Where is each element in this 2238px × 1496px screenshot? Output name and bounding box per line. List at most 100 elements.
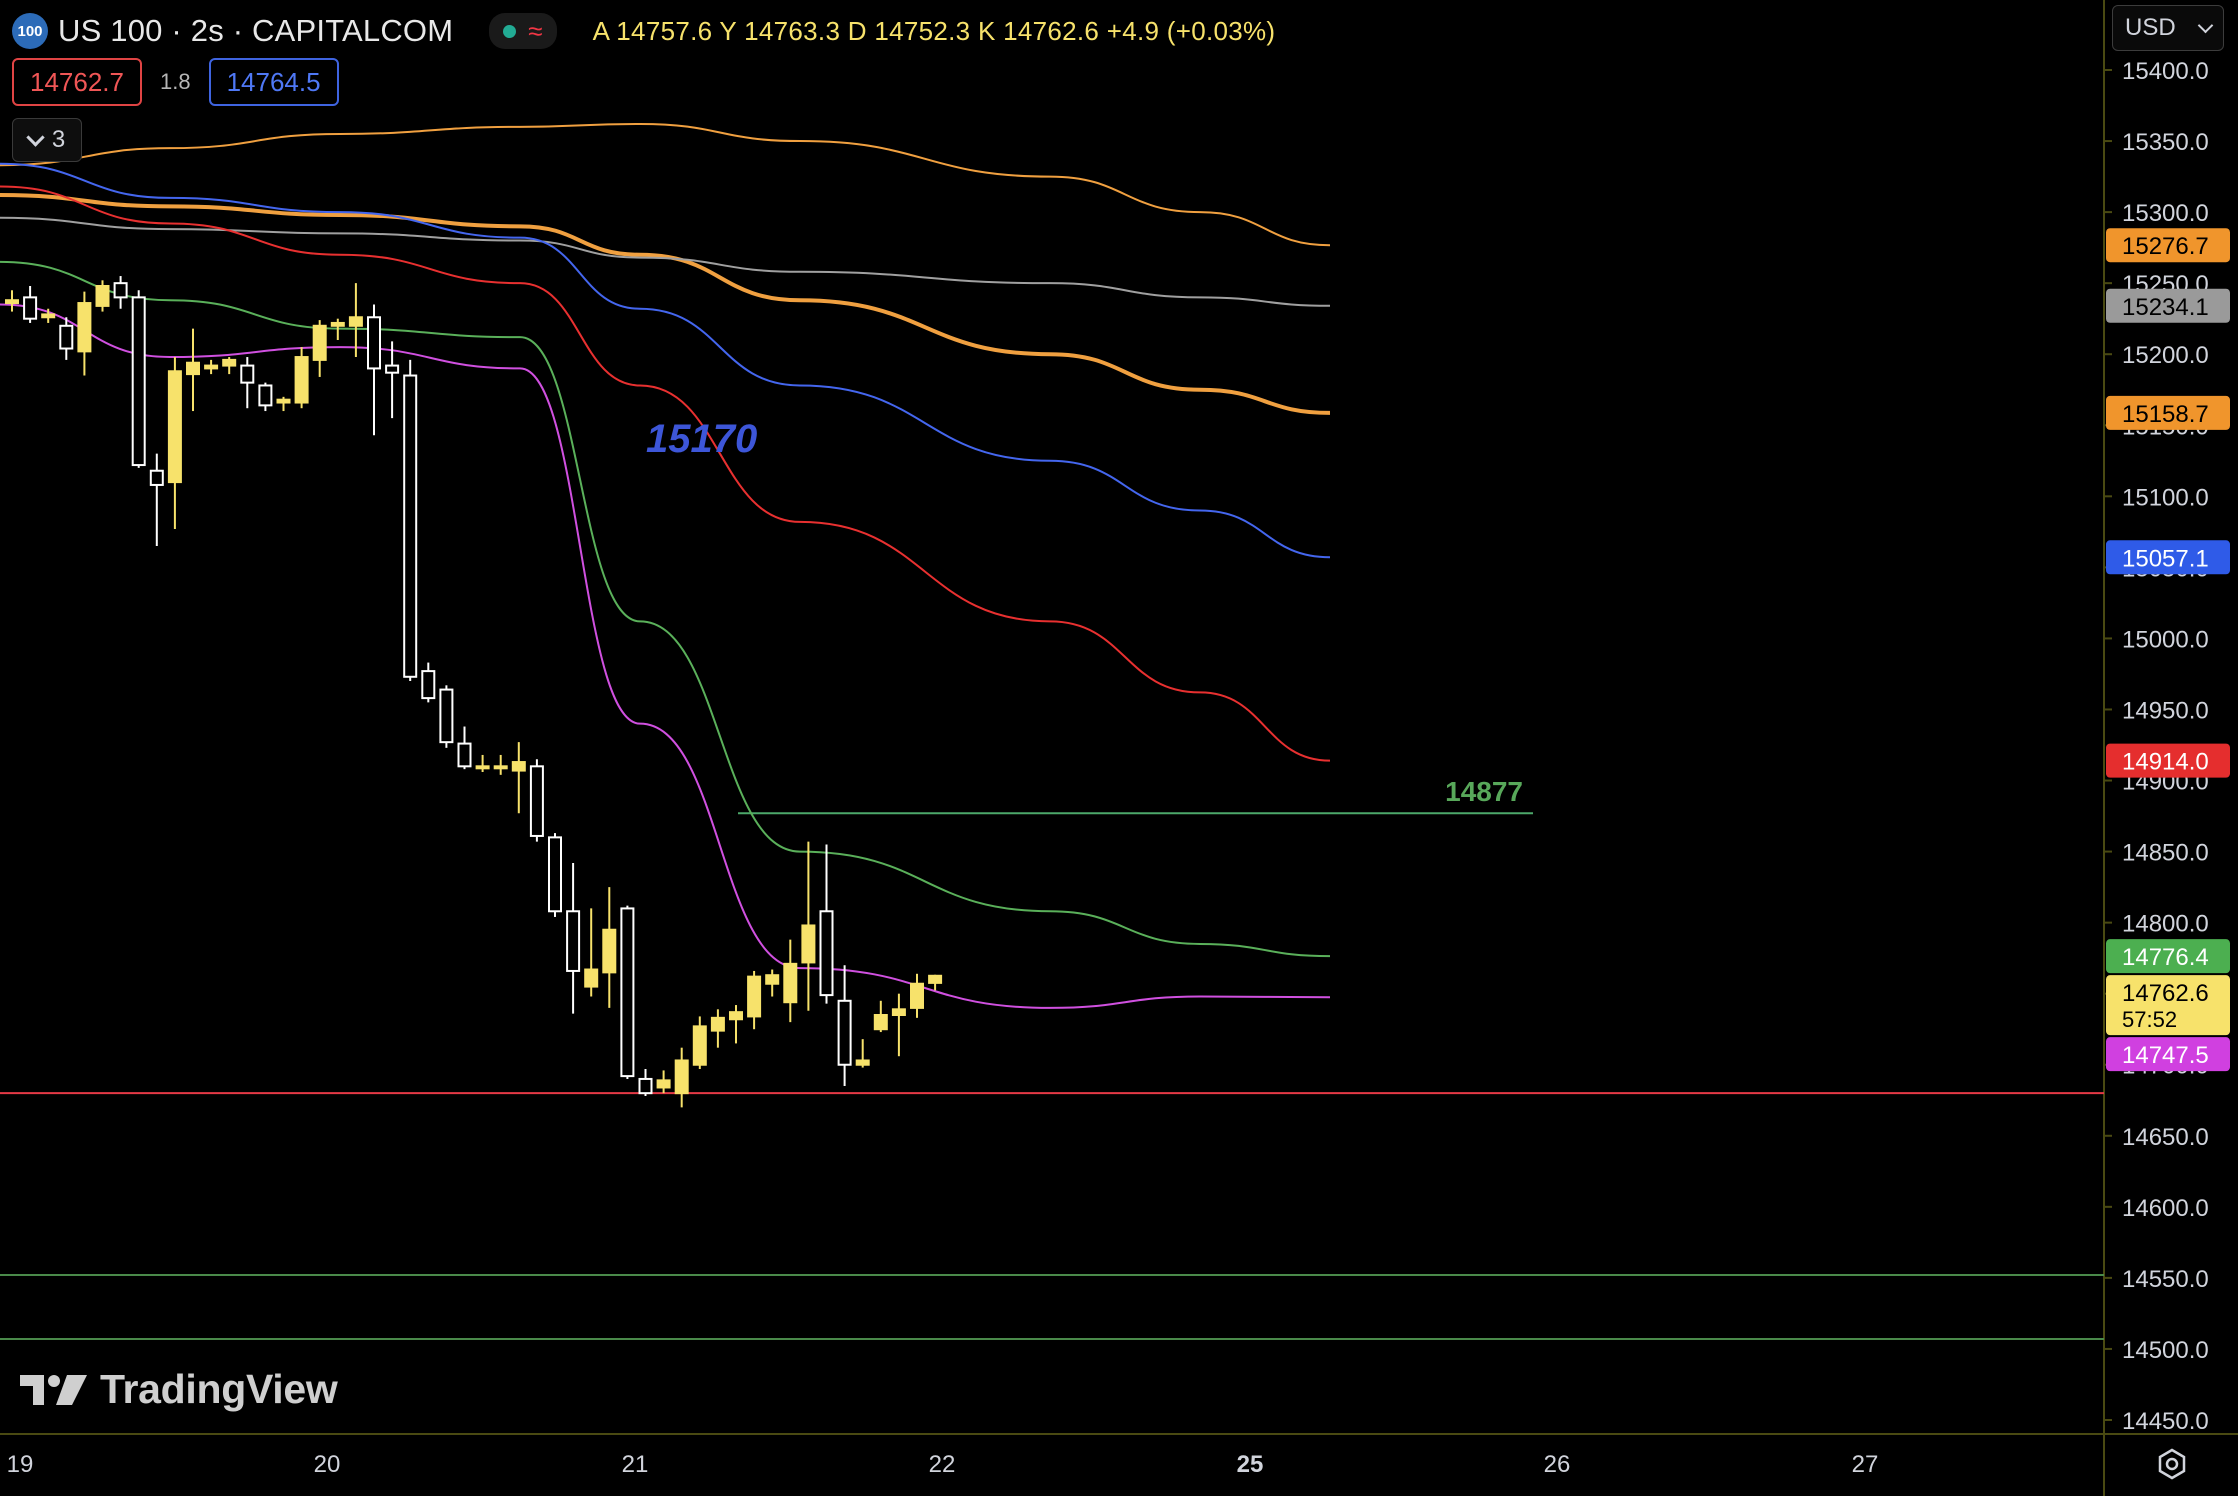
candle-body <box>186 361 200 376</box>
price-tag: 15276.7 <box>2106 228 2230 263</box>
candle-body <box>692 1025 707 1066</box>
candle <box>204 359 219 375</box>
candle <box>222 357 237 375</box>
candle <box>95 280 110 312</box>
price-tag: 14776.4 <box>2106 939 2230 974</box>
currency-value: USD <box>2125 14 2176 41</box>
trade-panel: 14762.7 1.8 14764.5 <box>12 58 339 106</box>
candle-body <box>77 302 92 353</box>
y-tick-label: 14800.0 <box>2122 911 2209 938</box>
symbol-title[interactable]: US 100 · 2s · CAPITALCOM <box>58 13 454 48</box>
moving-average-line <box>0 122 1331 247</box>
horizontal-line-label: 14877 <box>1445 776 1523 807</box>
candle <box>566 862 581 1014</box>
candle <box>548 833 562 917</box>
candle-body <box>5 299 19 305</box>
candle <box>59 317 74 360</box>
price-tag: 14914.0 <box>2106 743 2230 778</box>
candle-body <box>475 765 490 770</box>
candle-body <box>855 1059 870 1066</box>
y-tick-label: 14600.0 <box>2122 1195 2209 1222</box>
y-tick-label: 15350.0 <box>2122 129 2209 156</box>
tradingview-brand: TradingView <box>100 1366 338 1412</box>
x-tick-label: 26 <box>1544 1451 1571 1478</box>
candle <box>928 974 943 991</box>
chart-settings-button[interactable] <box>2152 1444 2192 1484</box>
market-open-dot-icon <box>503 24 517 38</box>
price-annotation: 15170 <box>646 417 757 461</box>
price-tag-box <box>2106 288 2230 323</box>
currency-select[interactable]: USD <box>2112 5 2224 51</box>
candle-body <box>149 469 164 486</box>
candle-body <box>873 1014 888 1031</box>
candle-body <box>367 316 381 370</box>
indicators-count: 3 <box>51 126 66 153</box>
candle <box>801 841 816 1011</box>
candle <box>620 905 635 1079</box>
candle-body <box>566 910 581 972</box>
countdown-label: 57:52 <box>2122 1007 2177 1032</box>
candle <box>77 291 92 376</box>
candle <box>41 308 56 323</box>
candle-body <box>131 296 146 467</box>
price-tag: 14747.5 <box>2106 1037 2230 1072</box>
y-tick-label: 14850.0 <box>2122 840 2209 867</box>
candle-body <box>457 742 472 768</box>
market-status-pill[interactable]: ≈ <box>489 13 557 49</box>
candle-body <box>638 1077 653 1095</box>
sell-price-button[interactable]: 14762.7 <box>12 58 142 106</box>
candle <box>855 1039 870 1068</box>
y-tick-label: 14500.0 <box>2122 1337 2209 1364</box>
price-tag-box <box>2106 395 2230 430</box>
price-tag: 15057.1 <box>2106 540 2230 575</box>
candle <box>783 939 798 1023</box>
candle <box>330 318 345 340</box>
candle <box>348 283 363 358</box>
price-tag-label: 14776.4 <box>2122 944 2209 971</box>
candle-body <box>95 285 110 307</box>
candle-body <box>656 1079 671 1089</box>
candle-body <box>222 358 237 367</box>
candle-body <box>928 974 943 984</box>
buy-price-button[interactable]: 14764.5 <box>208 58 339 106</box>
candle-body <box>258 384 273 407</box>
settings-gear-icon <box>2158 1448 2186 1480</box>
candle <box>5 290 19 312</box>
candle <box>312 320 327 377</box>
spread-value: 1.8 <box>159 69 191 94</box>
tradingview-watermark: TradingView <box>18 1366 338 1413</box>
candle-body <box>620 907 635 1078</box>
price-tag: 15234.1 <box>2106 288 2230 323</box>
candle <box>457 726 472 770</box>
symbol-logo-icon: 100 <box>12 13 48 49</box>
candle <box>439 685 454 748</box>
price-tag: 15158.7 <box>2106 395 2230 430</box>
candle <box>638 1069 653 1096</box>
y-tick-label: 15300.0 <box>2122 200 2209 227</box>
candle-body <box>783 962 798 1004</box>
y-tick-label: 14950.0 <box>2122 697 2209 724</box>
candle-body <box>59 324 74 350</box>
candle-body <box>602 928 617 974</box>
candle <box>729 1005 743 1044</box>
candle-body <box>330 321 345 327</box>
candle <box>891 993 906 1057</box>
indicators-collapse-button[interactable]: 3 <box>12 118 82 162</box>
candle-body <box>439 688 454 744</box>
candle <box>584 908 599 997</box>
candle <box>276 396 291 412</box>
candle <box>674 1047 689 1108</box>
wave-icon: ≈ <box>528 16 543 46</box>
chevron-down-icon <box>2197 17 2214 33</box>
price-tag-label: 15158.7 <box>2122 401 2209 428</box>
candle <box>692 1016 707 1069</box>
candle <box>23 286 38 323</box>
y-tick-label: 15000.0 <box>2122 626 2209 653</box>
candle <box>403 359 418 682</box>
candle <box>747 970 762 1030</box>
moving-average-line <box>0 185 1331 762</box>
price-tag-box <box>2106 228 2230 263</box>
candle <box>837 965 852 1087</box>
candle-body <box>837 999 852 1066</box>
